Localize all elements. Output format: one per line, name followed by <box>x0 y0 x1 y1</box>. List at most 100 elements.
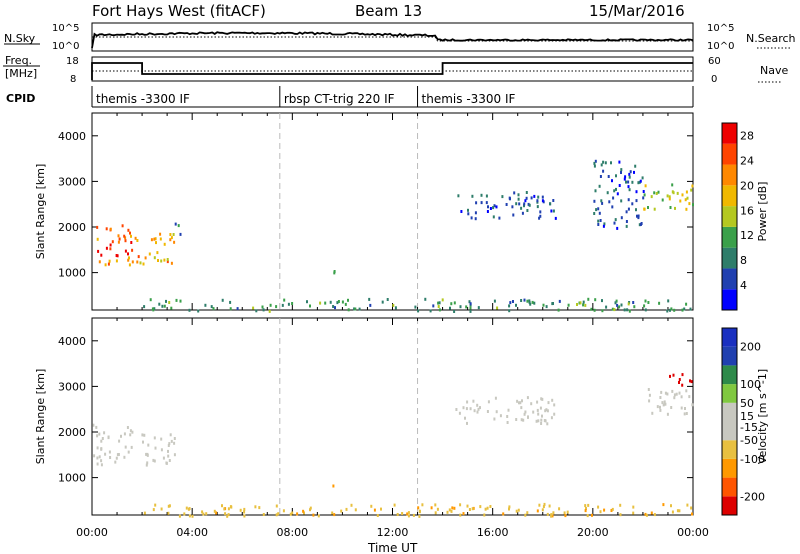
range-gate-cell <box>618 160 621 164</box>
range-gate-cell <box>512 300 514 303</box>
range-gate-cell <box>644 299 647 303</box>
freq-tick-bottom: 8 <box>70 74 76 85</box>
y-tick-label: 3000 <box>58 380 86 393</box>
range-gate-cell <box>123 455 126 459</box>
freq-panel: Freq. [MHz] 18 8 60 0 Nave <box>3 54 788 85</box>
range-gate-cell <box>476 410 479 414</box>
range-gate-cell <box>603 508 606 512</box>
range-gate-cell <box>154 446 157 450</box>
range-gate-cell <box>598 184 601 188</box>
range-gate-cell <box>536 199 539 203</box>
range-gate-cell <box>455 408 458 411</box>
range-gate-cell <box>153 459 156 463</box>
range-gate-cell <box>169 233 172 236</box>
range-gate-cell <box>662 503 665 507</box>
range-gate-cell <box>638 223 641 227</box>
range-gate-cell <box>618 184 621 187</box>
range-gate-cell <box>131 260 134 264</box>
range-gate-cell <box>540 397 543 401</box>
range-gate-cell <box>584 303 587 307</box>
range-gate-cell <box>498 216 501 220</box>
range-gate-cell <box>127 450 130 454</box>
range-gate-cell <box>380 507 382 511</box>
range-gate-cell <box>631 202 634 206</box>
range-gate-cell <box>531 300 534 304</box>
range-gate-cell <box>430 506 433 510</box>
range-gate-cell <box>545 408 548 412</box>
x-tick-label: 08:00 <box>276 526 308 539</box>
range-gate-cell <box>124 236 127 240</box>
range-gate-cell <box>681 373 684 377</box>
range-gate-cell <box>130 241 133 244</box>
range-gate-cell <box>136 239 139 242</box>
range-gate-cell <box>131 430 134 434</box>
range-gate-cell <box>459 305 462 309</box>
range-gate-cell <box>139 261 142 265</box>
range-gate-cell <box>146 461 149 465</box>
range-gate-cell <box>126 426 129 429</box>
range-gate-cell <box>417 506 420 510</box>
range-gate-cell <box>143 511 146 515</box>
range-gate-cell <box>167 449 169 453</box>
range-gate-cell <box>650 195 653 199</box>
range-gate-cell <box>550 209 553 213</box>
range-gate-cell <box>462 512 465 516</box>
range-gate-cell <box>337 300 340 303</box>
range-gate-cell <box>210 305 213 309</box>
range-gate-cell <box>148 252 151 256</box>
range-gate-cell <box>678 391 681 395</box>
colorbar-segment <box>722 143 737 165</box>
range-gate-cell <box>156 251 159 255</box>
colorbar-segment <box>722 402 737 422</box>
nave-tick-bottom: 0 <box>711 74 717 85</box>
range-gate-cell <box>607 175 610 178</box>
range-gate-cell <box>593 212 596 215</box>
range-gate-cell <box>471 194 474 198</box>
range-gate-cell <box>620 168 623 172</box>
range-gate-cell <box>100 253 103 257</box>
range-gate-cell <box>95 425 98 429</box>
range-gate-cell <box>537 195 540 199</box>
colorbar-tick-label: 20 <box>740 179 754 192</box>
range-gate-cell <box>412 513 415 517</box>
colorbar-segment <box>722 164 737 186</box>
range-gate-cell <box>680 395 683 399</box>
range-gate-cell <box>417 309 420 313</box>
range-gate-cell <box>614 301 617 305</box>
range-gate-cell <box>229 300 232 304</box>
colorbar-tick-label: 200 <box>740 341 761 354</box>
range-gate-cell <box>526 396 529 400</box>
range-gate-cell <box>683 307 686 311</box>
y-tick-label: 2000 <box>58 426 86 439</box>
range-gate-cell <box>554 216 557 220</box>
range-gate-cell <box>459 513 462 517</box>
range-gate-cell <box>161 304 164 308</box>
range-gate-cell <box>98 432 101 436</box>
range-gate-cell <box>441 298 444 302</box>
range-gate-cell <box>144 256 147 260</box>
colorbar-tick-label: 16 <box>740 204 754 217</box>
range-gate-cell <box>459 503 462 507</box>
range-gate-cell <box>154 237 157 241</box>
range-gate-cell <box>602 160 605 164</box>
range-gate-cell <box>525 196 528 200</box>
range-gate-cell <box>96 237 99 241</box>
range-gate-cell <box>334 306 336 310</box>
range-gate-cell <box>605 305 608 309</box>
range-gate-cell <box>663 400 666 404</box>
range-gate-cell <box>625 220 628 223</box>
range-gate-cell <box>591 513 593 517</box>
range-gate-cell <box>115 456 118 460</box>
range-gate-cell <box>544 409 547 413</box>
range-gate-cell <box>683 412 686 416</box>
range-gate-cell <box>644 184 647 188</box>
range-gate-cell <box>530 402 533 406</box>
range-gate-cell <box>540 422 543 425</box>
range-gate-cell <box>681 383 684 387</box>
range-gate-cell <box>655 192 658 195</box>
range-gate-cell <box>611 507 614 511</box>
range-gate-cell <box>185 506 188 510</box>
range-gate-cell <box>438 308 441 312</box>
range-gate-cell <box>291 511 294 515</box>
range-gate-cell <box>468 508 471 511</box>
